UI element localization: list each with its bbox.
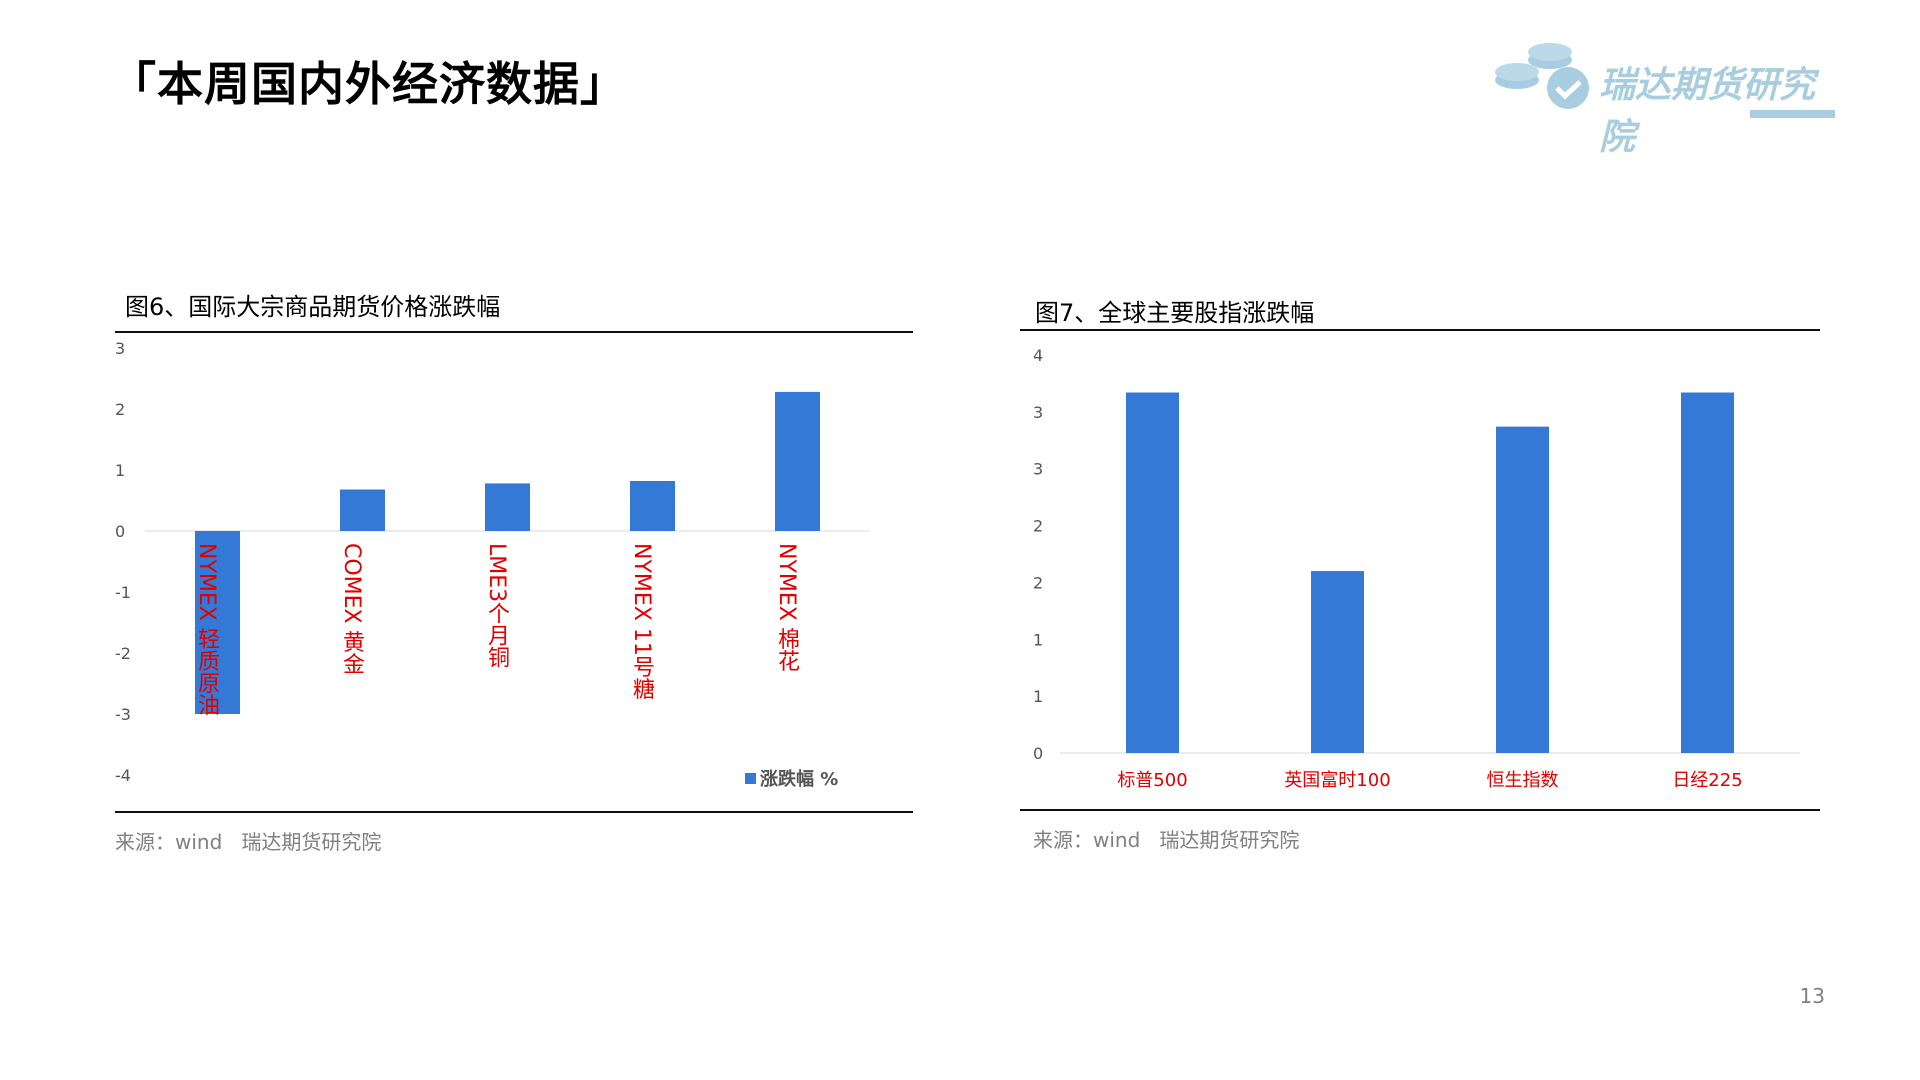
chart1-plot: -4 -3 -2 -1 0 1 2 3 NYMEX 轻质原油 COMEX 黄金 LME3个月铜 NYM… (115, 339, 870, 790)
y-tick-label: 2 (115, 400, 125, 419)
company-logo: 瑞达期货研究院 (1495, 38, 1840, 158)
y-tick-label: 0 (115, 522, 125, 541)
category-label: 日经225 (1672, 770, 1742, 791)
bar (1496, 426, 1549, 753)
chart1-bottom-rule (115, 811, 913, 813)
y-tick-label: 2 (1033, 517, 1043, 536)
chart1-title: 图6、国际大宗商品期货价格涨跌幅 (125, 293, 501, 321)
y-tick-label: 3 (115, 339, 125, 358)
y-tick-label: 1 (115, 461, 125, 480)
y-tick-label: 1 (1033, 630, 1043, 649)
y-tick-label: 1 (1033, 687, 1043, 706)
page-number: 13 (1799, 984, 1825, 1008)
chart2-source: 来源：wind 瑞达期货研究院 (1033, 828, 1300, 852)
category-label: NYMEX 11号糖 (629, 543, 655, 700)
y-tick-label: 3 (1033, 460, 1043, 479)
category-label: COMEX 黄金 (339, 543, 365, 675)
chart1-top-rule (115, 331, 913, 333)
y-tick-label: 2 (1033, 573, 1043, 592)
logo-text: 瑞达期货研究院 (1599, 65, 1816, 158)
chart1-source: 来源：wind 瑞达期货研究院 (115, 830, 382, 854)
category-label: 英国富时100 (1284, 770, 1390, 791)
bar (340, 489, 385, 531)
category-label: 标普500 (1117, 770, 1187, 791)
bar (195, 531, 240, 714)
chart2-bottom-rule (1020, 809, 1820, 811)
bar (1681, 392, 1734, 753)
bar (485, 483, 530, 531)
bar (1311, 571, 1364, 753)
legend-swatch (745, 773, 756, 784)
y-tick-label: -1 (115, 583, 131, 602)
chart2-plot: 0 1 1 2 2 3 3 4 标普500 英国富时100 恒生指数 日经225 (1033, 346, 1800, 791)
y-tick-label: -4 (115, 766, 131, 785)
page-title: 「本周国内外经济数据」 (110, 57, 627, 111)
coins-icon (1495, 43, 1589, 109)
legend-label: 涨跌幅 % (760, 768, 838, 790)
bar (775, 391, 820, 531)
category-label: 恒生指数 (1487, 770, 1559, 791)
y-tick-label: -2 (115, 644, 131, 663)
bar (1126, 392, 1179, 753)
y-tick-label: -3 (115, 705, 131, 724)
bar (630, 480, 675, 531)
category-label: NYMEX 轻质原油 (194, 543, 220, 716)
y-tick-label: 3 (1033, 403, 1043, 422)
chart2-top-rule (1020, 329, 1820, 331)
category-label: NYMEX 棉花 (774, 543, 800, 672)
y-tick-label: 0 (1033, 744, 1043, 763)
chart2-title: 图7、全球主要股指涨跌幅 (1035, 299, 1315, 327)
logo-underline (1750, 110, 1835, 118)
category-label: LME3个月铜 (484, 543, 510, 668)
y-tick-label: 4 (1033, 346, 1043, 365)
